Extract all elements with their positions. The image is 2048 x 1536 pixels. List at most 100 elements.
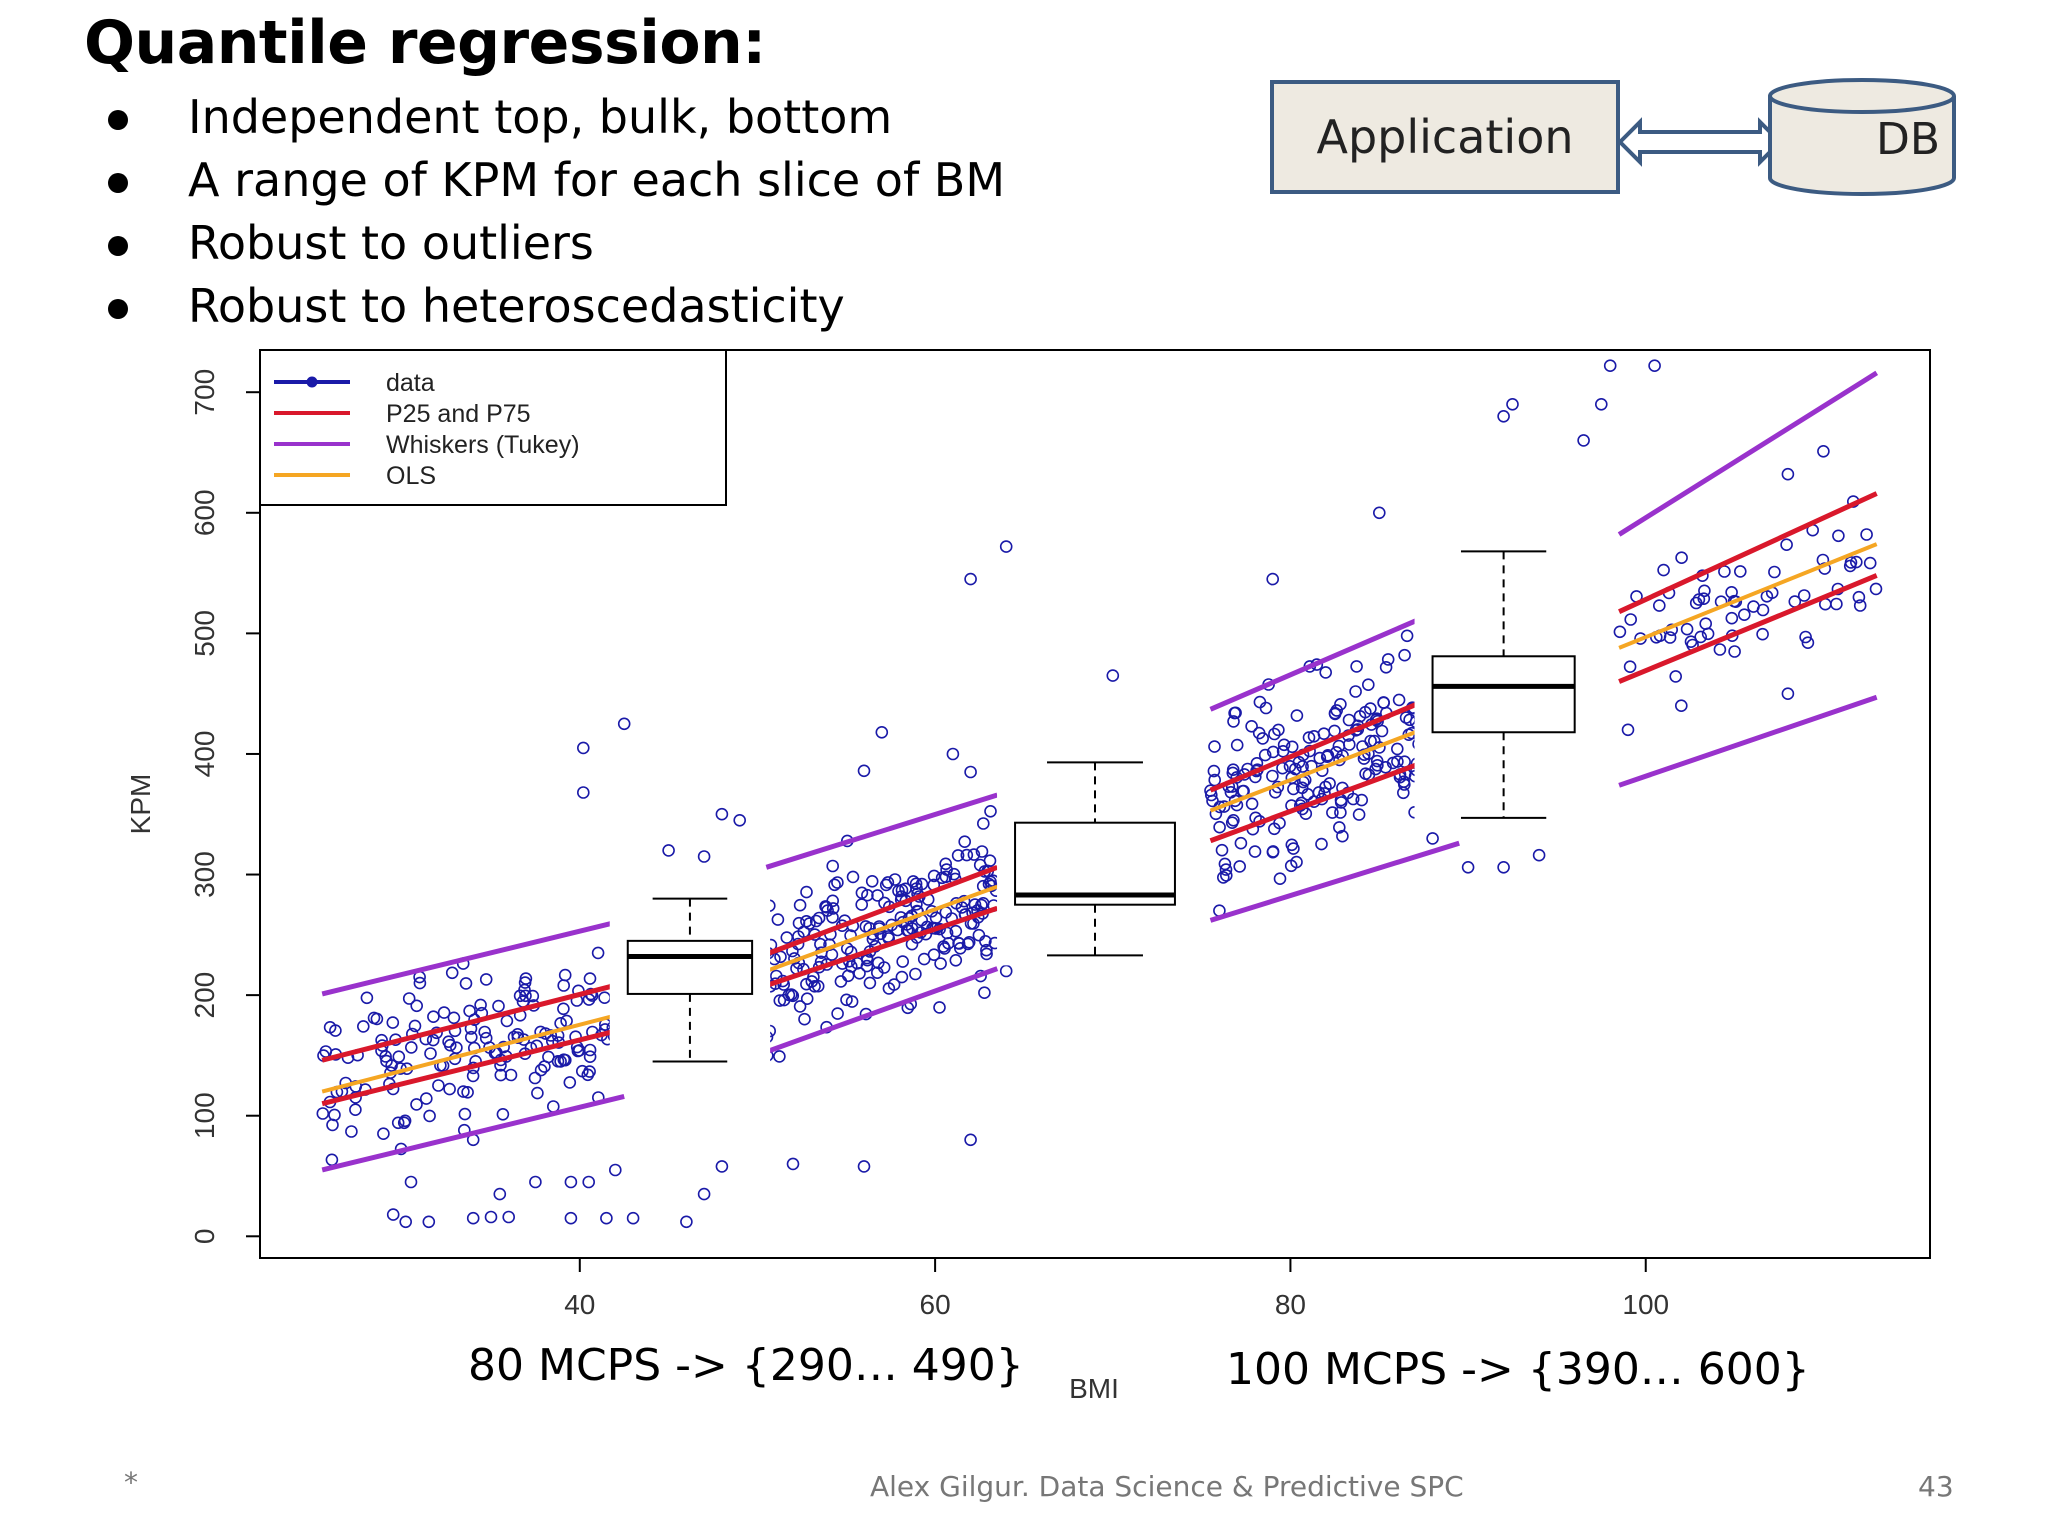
data-point [938, 942, 951, 955]
data-point [863, 976, 877, 990]
application-box: Application [1270, 80, 1620, 194]
x-axis-label: BMI [1069, 1373, 1119, 1404]
data-point [855, 898, 869, 911]
bullet-text: Robust to heteroscedasticity [188, 279, 845, 333]
data-point [1370, 754, 1384, 768]
data-point [518, 976, 532, 989]
data-point [410, 999, 424, 1013]
data-point [1398, 648, 1411, 662]
data-point [598, 991, 611, 1005]
application-label: Application [1316, 110, 1574, 164]
database-cylinder-icon [1768, 78, 1956, 196]
data-point [386, 1016, 400, 1029]
data-point-outlier [626, 1211, 640, 1225]
data-point [1207, 764, 1221, 778]
data-point [557, 979, 571, 992]
y-tick-label: 500 [189, 610, 220, 657]
ols-line [1618, 542, 1878, 650]
data-point [906, 875, 920, 888]
axes: 40 60 80 100 0 100 200 300 400 500 600 700 [189, 369, 1669, 1320]
data-point [1213, 820, 1226, 834]
data-point [1694, 630, 1707, 644]
data-point-outlier [564, 1175, 578, 1189]
data-point [450, 1041, 463, 1054]
data-point [478, 1025, 492, 1039]
data-point [500, 1014, 514, 1028]
data-point [404, 1041, 418, 1054]
data-point [1669, 670, 1682, 683]
data-point [349, 1103, 362, 1116]
data-point [1863, 556, 1877, 570]
data-point [1285, 838, 1299, 852]
data-point [1245, 719, 1258, 733]
data-point [447, 1011, 461, 1025]
data-point-outlier [1426, 832, 1439, 845]
data-point-outlier [680, 1215, 693, 1229]
data-point [929, 911, 943, 925]
data-point-outlier [564, 1211, 578, 1225]
ols-line [765, 884, 998, 973]
data-point [1663, 631, 1677, 644]
data-point-outlier [608, 1163, 622, 1177]
bullet-text: Robust to outliers [188, 216, 594, 270]
data-point [1258, 748, 1272, 762]
data-point [1377, 696, 1390, 710]
data-point [410, 1098, 423, 1111]
data-point [1853, 599, 1867, 612]
data-point [786, 989, 800, 1003]
data-point [1624, 613, 1637, 626]
data-point-outlier [964, 1133, 977, 1147]
data-point [326, 1118, 339, 1132]
data-point [896, 955, 910, 968]
data-point [356, 1020, 370, 1033]
x-tick-label: 100 [1622, 1289, 1669, 1320]
data-point [466, 1069, 480, 1083]
data-point [978, 986, 991, 1000]
data-point [1657, 563, 1670, 577]
data-point-outlier [600, 1211, 613, 1225]
data-point [1343, 738, 1356, 751]
data-point [1334, 806, 1347, 819]
data-point [1692, 593, 1706, 606]
data-point [1675, 551, 1688, 565]
data-point [1252, 726, 1266, 740]
data-point-outlier [857, 1160, 871, 1173]
data-point [846, 870, 860, 884]
data-point [845, 995, 859, 1008]
data-point [1680, 622, 1694, 636]
data-point [1352, 808, 1366, 821]
whisker-line-lower [321, 1093, 625, 1173]
data-point-outlier [715, 1160, 729, 1173]
data-point [793, 1000, 807, 1013]
data-point [1266, 745, 1280, 759]
data-point [1289, 762, 1302, 776]
data-point-outlier [529, 1175, 542, 1189]
data-point [423, 1109, 436, 1123]
legend-point [306, 376, 318, 388]
p25-line [765, 905, 999, 988]
data-point [826, 902, 840, 915]
data-point [558, 1053, 572, 1067]
data-point [1266, 769, 1279, 783]
data-point [1227, 813, 1240, 827]
p75-line [765, 864, 999, 957]
bullet-text: Independent top, bulk, bottom [188, 90, 893, 144]
data-point [1381, 653, 1395, 666]
data-point [1391, 742, 1404, 756]
data-point [370, 1012, 384, 1026]
data-point-outlier [1373, 506, 1386, 520]
data-point-outlier [1675, 699, 1688, 713]
data-point [572, 1044, 586, 1057]
data-point [1245, 797, 1259, 811]
data-point-outlier [576, 786, 590, 799]
data-point [1725, 611, 1739, 625]
data-point [803, 917, 816, 930]
data-point [1272, 723, 1285, 737]
legend-label: Whiskers (Tukey) [386, 431, 580, 459]
data-point-outlier [617, 717, 631, 731]
data-point [1362, 678, 1375, 692]
data-point [949, 953, 963, 967]
data-point [581, 1068, 595, 1082]
data-point [975, 845, 989, 858]
